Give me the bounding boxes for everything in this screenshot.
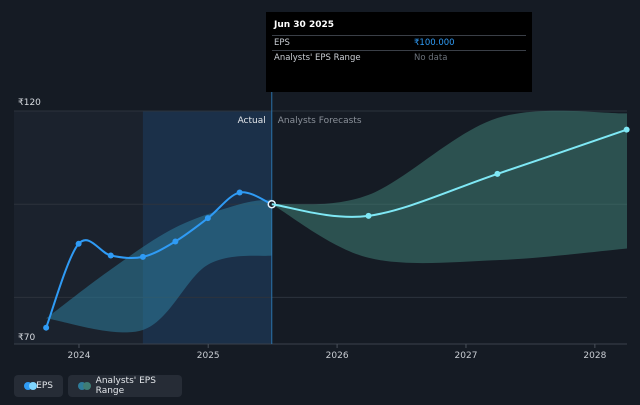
x-tick-label-2: 2026	[326, 351, 349, 361]
tooltip-eps-label: EPS	[274, 38, 290, 48]
data-point-1-1	[365, 212, 372, 219]
data-point-0-0	[43, 324, 50, 331]
x-tick-label-4: 2028	[583, 351, 606, 361]
series-line-1	[271, 128, 627, 218]
data-point-1-3	[623, 126, 630, 133]
data-point-0-6	[236, 189, 243, 196]
tooltip-range-label: Analysts' EPS Range	[274, 53, 361, 63]
forecast-region-label: Analysts Forecasts	[278, 116, 362, 126]
legend-eps-label: EPS	[36, 381, 53, 391]
legend-range-button[interactable]: Analysts' EPS Range	[68, 375, 182, 397]
data-point-0-3	[139, 253, 146, 260]
actual-eps-range-area	[46, 199, 272, 333]
data-point-0-1	[75, 240, 82, 247]
range-dot-icon	[78, 382, 91, 390]
x-tick-label-3: 2027	[455, 351, 478, 361]
tooltip-date: Jun 30 2025	[274, 20, 335, 30]
tooltip-range-value: No data	[414, 53, 448, 63]
legend-range-label: Analysts' EPS Range	[95, 376, 156, 396]
x-tick-label-0: 2024	[68, 351, 91, 361]
y-tick-label-top: ₹120	[18, 98, 41, 108]
eps-dot-icon	[24, 382, 37, 390]
tooltip-row-range: Analysts' EPS Range No data	[272, 50, 526, 65]
chart-tooltip: Jun 30 2025 EPS ₹100.000 Analysts' EPS R…	[266, 12, 532, 92]
data-point-1-2	[494, 170, 501, 177]
legend-eps-button[interactable]: EPS	[14, 375, 63, 397]
tooltip-row-eps: EPS ₹100.000	[272, 35, 526, 50]
actual-region-label: Actual	[238, 116, 266, 126]
data-point-0-4	[172, 238, 179, 245]
x-tick-label-1: 2025	[197, 351, 220, 361]
forecast-eps-range-area	[271, 110, 627, 264]
y-tick-label-bottom: ₹70	[18, 333, 35, 343]
data-point-0-2	[107, 252, 114, 259]
data-point-0-5	[204, 215, 211, 222]
tooltip-eps-value: ₹100.000	[414, 38, 455, 48]
